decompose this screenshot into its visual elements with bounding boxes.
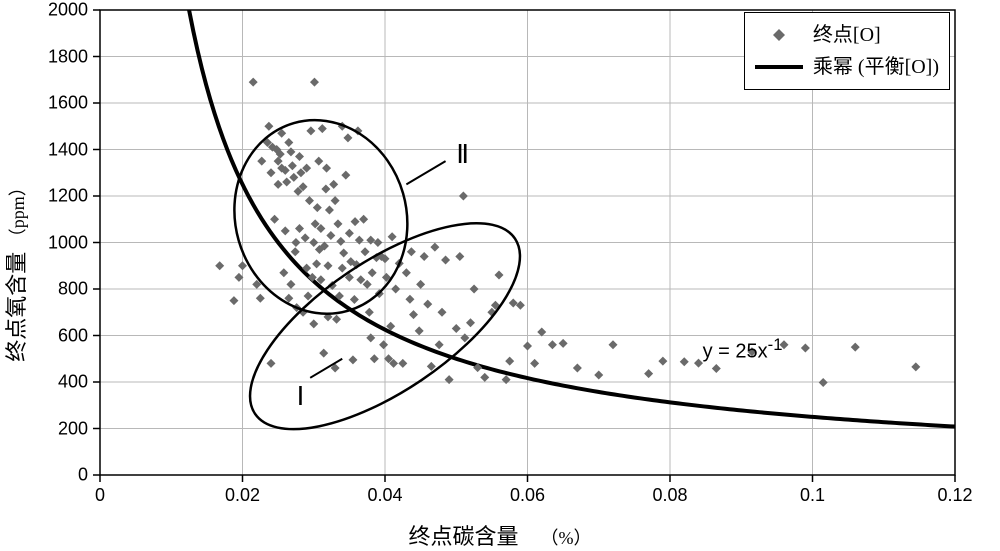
- x-tick-label: 0.04: [367, 485, 402, 506]
- x-tick-label: 0.12: [937, 485, 972, 506]
- y-tick-label: 1600: [48, 93, 88, 114]
- legend-item-curve: 乘幂 (平衡[O]): [755, 51, 939, 83]
- legend-item-scatter-label: 终点[O]: [813, 19, 881, 51]
- equation-text: y = 25x: [703, 341, 768, 363]
- legend-line-icon: [755, 65, 803, 69]
- y-tick-label: 1000: [48, 232, 88, 253]
- y-tick-label: 2000: [48, 0, 88, 21]
- legend-box: 终点[O] 乘幂 (平衡[O]): [744, 12, 950, 90]
- y-axis-label: 终点氧含量 （ppm）: [0, 178, 31, 362]
- y-tick-label: 1400: [48, 139, 88, 160]
- y-axis-label-text: 终点氧含量: [4, 252, 29, 362]
- cluster-label-2: Ⅱ: [456, 140, 469, 170]
- x-tick-label: 0.08: [652, 485, 687, 506]
- y-tick-label: 0: [78, 465, 88, 486]
- y-tick-label: 600: [58, 325, 88, 346]
- y-tick-label: 800: [58, 279, 88, 300]
- x-tick-label: 0: [95, 485, 105, 506]
- x-axis-unit: （%）: [541, 528, 592, 548]
- scatter-chart-container: 终点氧含量 （ppm） 终点碳含量 （%） 终点[O] 乘幂 (平衡[O]) y…: [0, 0, 1000, 547]
- x-tick-label: 0.1: [800, 485, 825, 506]
- legend-item-curve-label: 乘幂 (平衡[O]): [813, 51, 939, 83]
- x-tick-label: 0.06: [510, 485, 545, 506]
- x-axis-label: 终点碳含量 （%）: [408, 519, 591, 551]
- cluster-label-1: Ⅰ: [297, 382, 305, 412]
- y-axis-unit: （ppm）: [8, 178, 28, 246]
- legend-item-scatter: 终点[O]: [755, 19, 939, 51]
- y-tick-label: 1800: [48, 46, 88, 67]
- x-axis-label-text: 终点碳含量: [408, 524, 518, 549]
- y-tick-label: 1200: [48, 186, 88, 207]
- y-tick-label: 200: [58, 418, 88, 439]
- legend-marker-icon: [755, 29, 803, 41]
- equation-exponent: -1: [768, 335, 783, 354]
- x-tick-label: 0.02: [225, 485, 260, 506]
- equation-annotation: y = 25x-1: [703, 335, 783, 364]
- y-tick-label: 400: [58, 372, 88, 393]
